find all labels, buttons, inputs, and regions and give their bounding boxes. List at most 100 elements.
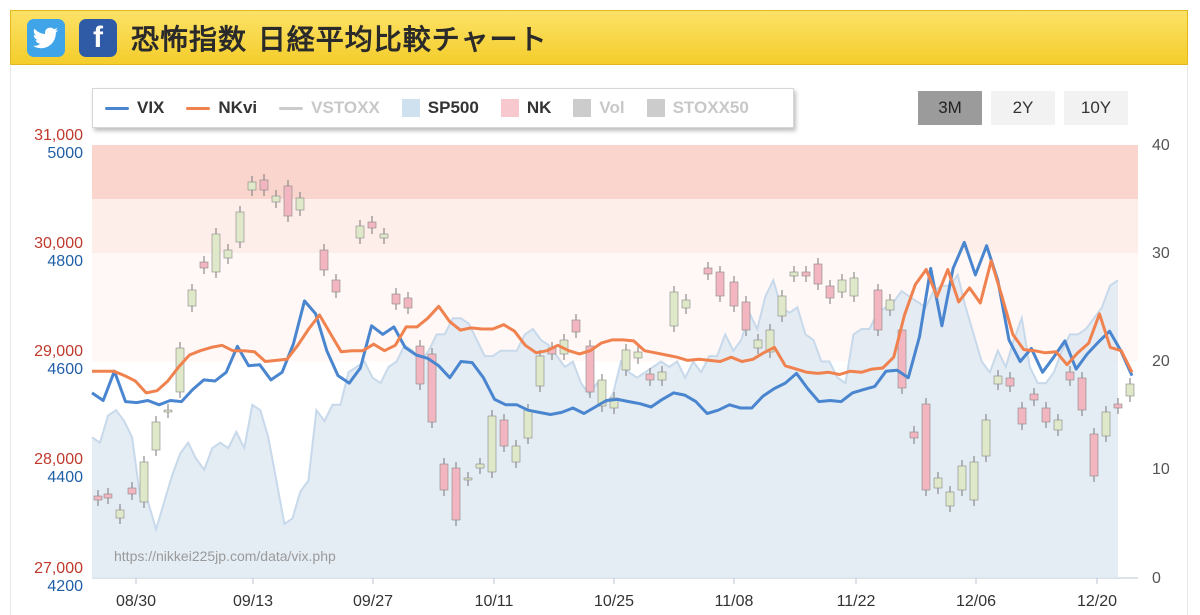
nk-candle: [789, 271, 799, 277]
nk-candle: [933, 477, 943, 489]
nk-candle: [211, 233, 221, 273]
nk-candle: [283, 185, 293, 217]
nk-candle: [741, 301, 751, 331]
nk-candle: [1113, 403, 1123, 409]
nk-candle: [415, 345, 425, 385]
nk-candle: [1077, 377, 1087, 411]
legend-label: SP500: [427, 98, 479, 117]
nk-candle: [367, 221, 377, 229]
nk-candle: [849, 277, 859, 297]
legend-item-vstoxx[interactable]: VSTOXX: [279, 98, 380, 118]
nk-candle: [1101, 411, 1111, 437]
nk-candle: [187, 289, 197, 307]
range-buttons: 3M 2Y 10Y: [918, 91, 1137, 125]
nk-candle: [523, 409, 533, 439]
legend-item-stoxx50[interactable]: STOXX50: [646, 98, 749, 118]
twitter-icon[interactable]: [27, 18, 65, 57]
legend-label: NK: [526, 98, 552, 117]
nk-candle: [633, 351, 643, 359]
x-tick-label: 09/27: [353, 593, 393, 610]
nk-candle: [451, 467, 461, 521]
nk-candle: [355, 225, 365, 239]
nk-candle: [535, 355, 545, 387]
legend-label: STOXX50: [672, 98, 749, 117]
y-left-sp-tick: 5000: [47, 145, 83, 162]
y-left-sp-tick: 4400: [47, 469, 83, 486]
nk-candle: [813, 263, 823, 285]
nk-candle: [681, 299, 691, 309]
legend-item-nkvi[interactable]: NKvi: [186, 98, 257, 118]
x-tick-label: 10/11: [475, 593, 514, 610]
nk-candle: [969, 461, 979, 501]
legend-label: VIX: [137, 98, 165, 117]
legend-label: VSTOXX: [311, 98, 380, 117]
page-title: 恐怖指数 日経平均比較チャート: [131, 22, 548, 56]
nk-candle: [1065, 371, 1075, 381]
nk-candle: [585, 345, 595, 393]
nk-candle: [223, 249, 233, 259]
nk-candle: [993, 375, 1003, 385]
range-button-2y[interactable]: 2Y: [991, 91, 1055, 125]
nk-candle: [715, 271, 725, 297]
nk-candle: [391, 293, 401, 305]
range-button-3m[interactable]: 3M: [918, 91, 982, 125]
facebook-icon[interactable]: f: [79, 18, 117, 57]
nk-candle: [319, 249, 329, 271]
nk-candle: [511, 445, 521, 463]
chart-container: [10, 66, 1188, 615]
x-tick-label: 09/13: [233, 593, 273, 610]
y-right-tick: 30: [1152, 245, 1170, 262]
nk-candle: [487, 415, 497, 473]
nk-candle: [981, 419, 991, 457]
legend-item-nk[interactable]: NK: [500, 98, 552, 118]
nk-candle: [645, 373, 655, 381]
legend-swatch: [500, 99, 519, 117]
nk-candle: [1125, 383, 1135, 397]
legend-item-vix[interactable]: VIX: [105, 98, 164, 118]
nk-candle: [499, 419, 509, 447]
nk-candle: [463, 477, 473, 481]
nk-candle: [909, 431, 919, 439]
legend-label: Vol: [599, 98, 625, 117]
vix-zone-band: [92, 199, 1138, 254]
nk-candle: [1053, 419, 1063, 431]
nk-candle: [885, 299, 895, 311]
nk-candle: [127, 487, 137, 495]
nk-candle: [765, 329, 775, 353]
x-tick-label: 10/25: [594, 593, 634, 610]
y-right-tick: 10: [1152, 461, 1170, 478]
nk-candle: [609, 397, 619, 409]
legend-item-sp500[interactable]: SP500: [401, 98, 479, 118]
y-left-sp-tick: 4600: [47, 361, 83, 378]
legend-swatch: [279, 106, 304, 110]
nk-candle: [115, 509, 125, 519]
nk-candle: [151, 421, 161, 451]
nk-candle: [1005, 377, 1015, 387]
nk-candle: [93, 495, 103, 501]
nk-candle: [235, 211, 245, 243]
range-button-10y[interactable]: 10Y: [1064, 91, 1128, 125]
x-tick-label: 08/30: [116, 593, 156, 610]
chart-legend: VIX NKvi VSTOXX SP500 NK Vol STOXX50: [92, 88, 794, 128]
legend-item-vol[interactable]: Vol: [573, 98, 625, 118]
x-tick-label: 11/08: [715, 593, 754, 610]
nk-candle: [837, 279, 847, 293]
nk-candle: [475, 463, 485, 469]
vix-line: [91, 240, 1134, 416]
nk-candle: [1041, 407, 1051, 423]
x-tick-label: 11/22: [837, 593, 876, 610]
y-right-tick: 20: [1152, 353, 1170, 370]
nk-candle: [921, 403, 931, 491]
nk-candle: [729, 281, 739, 307]
y-left-nk-tick: 29,000: [34, 343, 83, 360]
header-bar: f 恐怖指数 日経平均比較チャート: [10, 10, 1188, 65]
nk-candle: [825, 285, 835, 299]
nk-candle: [403, 297, 413, 309]
vix-zone-band: [92, 253, 1138, 362]
sp500-area: [92, 274, 1118, 578]
nk-candle: [1089, 433, 1099, 477]
nk-candle: [331, 279, 341, 293]
y-left-nk-tick: 27,000: [34, 560, 83, 577]
nk-candle: [103, 493, 113, 499]
